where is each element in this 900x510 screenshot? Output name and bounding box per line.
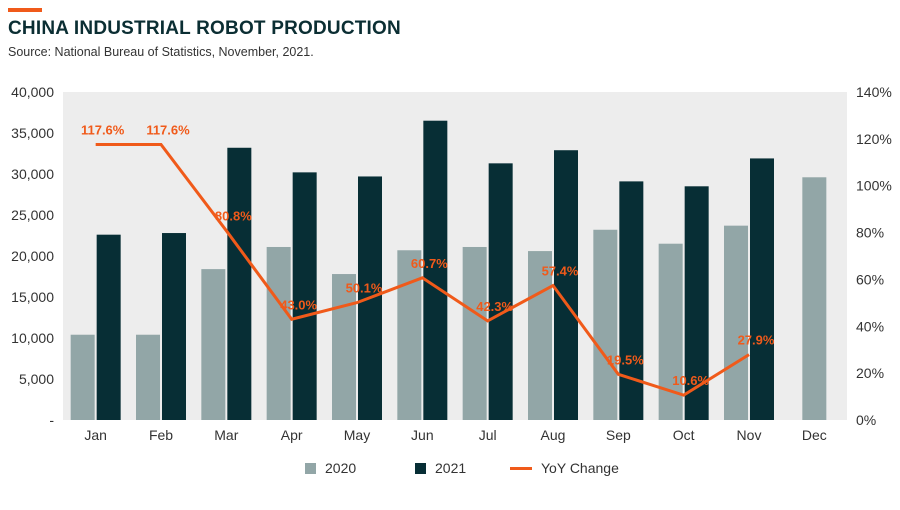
legend-swatch-yoy bbox=[510, 466, 532, 470]
bar-2021 bbox=[292, 172, 317, 420]
x-tick-label: Nov bbox=[737, 427, 762, 443]
y-left-tick-label: 5,000 bbox=[19, 371, 54, 387]
yoy-data-label: 117.6% bbox=[81, 122, 125, 137]
bar-2020 bbox=[528, 251, 552, 420]
bar-2020 bbox=[332, 274, 356, 420]
bar-2021 bbox=[96, 234, 121, 420]
yoy-data-label: 60.7% bbox=[411, 256, 448, 271]
bar-2020 bbox=[724, 225, 748, 420]
bar-2020 bbox=[802, 177, 827, 420]
y-left-tick-label: 10,000 bbox=[11, 330, 54, 346]
yoy-data-label: 80.8% bbox=[215, 209, 252, 224]
y-right-tick-label: 20% bbox=[856, 365, 884, 381]
legend-item-2020: 2020 bbox=[305, 460, 356, 476]
x-tick-label: Jul bbox=[479, 427, 497, 443]
x-tick-label: Sep bbox=[606, 427, 631, 443]
legend-swatch-2021 bbox=[415, 462, 426, 474]
bar-2021 bbox=[750, 158, 774, 421]
y-right-tick-label: 40% bbox=[856, 318, 884, 334]
bar-2021 bbox=[488, 163, 513, 420]
y-right-tick-label: 140% bbox=[856, 84, 892, 100]
title-accent-bar bbox=[8, 8, 42, 12]
y-right-tick-label: 100% bbox=[856, 178, 892, 194]
bar-2020 bbox=[70, 334, 95, 420]
y-left-tick-label: - bbox=[49, 412, 54, 428]
legend-label-yoy: YoY Change bbox=[541, 460, 619, 476]
yoy-data-label: 57.4% bbox=[542, 264, 579, 279]
x-tick-label: Dec bbox=[802, 427, 827, 443]
bar-2020 bbox=[201, 269, 226, 420]
y-left-tick-label: 30,000 bbox=[11, 166, 54, 182]
y-right-tick-label: 60% bbox=[856, 271, 884, 287]
x-tick-label: Mar bbox=[214, 427, 238, 443]
x-tick-label: May bbox=[344, 427, 370, 443]
y-left-tick-label: 35,000 bbox=[11, 125, 54, 141]
yoy-data-label: 27.9% bbox=[738, 333, 775, 348]
x-tick-label: Feb bbox=[149, 427, 173, 443]
yoy-data-label: 19.5% bbox=[607, 352, 644, 367]
y-right-tick-label: 0% bbox=[856, 412, 876, 428]
y-left-tick-label: 25,000 bbox=[11, 207, 54, 223]
x-tick-label: Jan bbox=[84, 427, 107, 443]
bar-2020 bbox=[462, 246, 487, 420]
bar-2020 bbox=[397, 250, 422, 420]
y-left-tick-label: 40,000 bbox=[11, 84, 54, 100]
yoy-data-label: 43.0% bbox=[280, 297, 317, 312]
bar-2021 bbox=[554, 150, 578, 420]
chart-legend: 2020 2021 YoY Change bbox=[0, 460, 900, 480]
yoy-data-label: 50.1% bbox=[346, 281, 383, 296]
y-right-tick-label: 120% bbox=[856, 131, 892, 147]
bar-2021 bbox=[227, 147, 252, 420]
chart-subtitle: Source: National Bureau of Statistics, N… bbox=[8, 45, 314, 59]
yoy-data-label: 42.3% bbox=[476, 299, 513, 314]
y-right-tick-label: 80% bbox=[856, 225, 884, 241]
plot-area bbox=[63, 92, 847, 420]
chart-title: CHINA INDUSTRIAL ROBOT PRODUCTION bbox=[8, 18, 401, 39]
bar-2021 bbox=[423, 120, 448, 420]
x-tick-label: Apr bbox=[281, 427, 303, 443]
x-tick-label: Aug bbox=[541, 427, 566, 443]
legend-item-yoy: YoY Change bbox=[510, 460, 619, 476]
y-left-tick-label: 20,000 bbox=[11, 248, 54, 264]
yoy-data-label: 117.6% bbox=[146, 122, 190, 137]
bar-2020 bbox=[266, 246, 291, 420]
yoy-data-label: 10.6% bbox=[672, 373, 709, 388]
bar-2021 bbox=[162, 233, 186, 420]
x-tick-label: Jun bbox=[411, 427, 434, 443]
x-tick-label: Oct bbox=[673, 427, 695, 443]
bar-2020 bbox=[593, 229, 618, 420]
legend-label-2020: 2020 bbox=[325, 460, 357, 476]
bar-2021 bbox=[619, 181, 644, 420]
yoy-line bbox=[95, 142, 750, 397]
legend-swatch-2020 bbox=[305, 462, 316, 474]
y-left-tick-label: 15,000 bbox=[11, 289, 54, 305]
bar-2020 bbox=[136, 334, 160, 420]
legend-item-2021: 2021 bbox=[415, 460, 466, 476]
legend-label-2021: 2021 bbox=[435, 460, 467, 476]
chart-svg: - 5,000 10,000 15,000 20,000 25,000 30,000 35,0… bbox=[11, 84, 892, 443]
